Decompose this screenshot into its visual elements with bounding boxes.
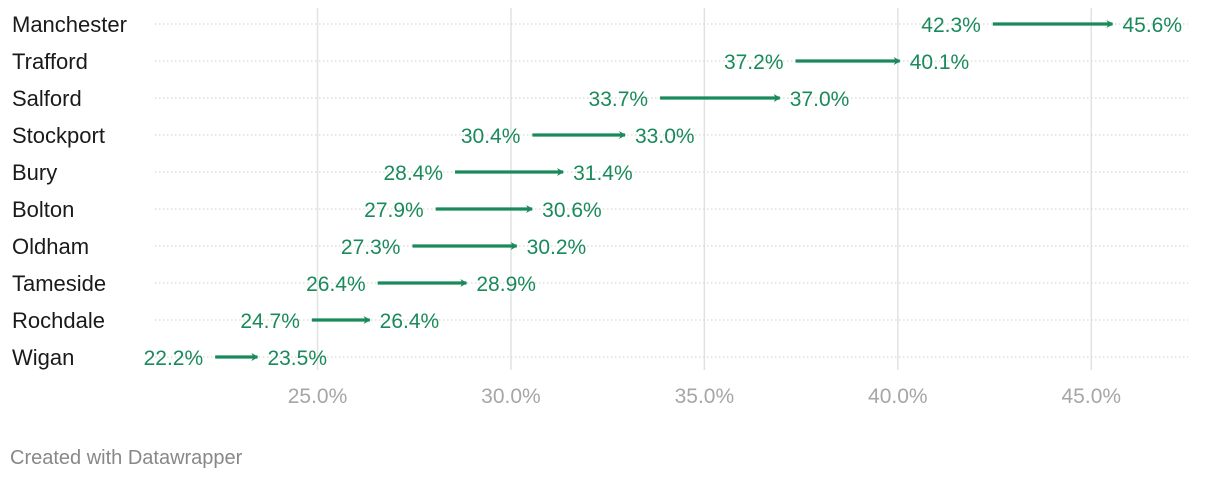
category-label: Manchester xyxy=(12,12,127,37)
end-value-label: 33.0% xyxy=(635,125,695,148)
start-value-label: 30.4% xyxy=(461,125,521,148)
category-label: Stockport xyxy=(12,123,105,148)
category-label: Tameside xyxy=(12,271,106,296)
gridlines: 25.0% 30.0% 35.0% 40.0% 45.0% xyxy=(288,8,1121,408)
category-label: Bury xyxy=(12,160,57,185)
start-value-label: 37.2% xyxy=(724,51,784,74)
start-value-label: 26.4% xyxy=(306,273,366,296)
x-tick-label: 35.0% xyxy=(675,385,735,408)
x-tick-label: 40.0% xyxy=(868,385,928,408)
category-label: Rochdale xyxy=(12,308,105,333)
category-label: Bolton xyxy=(12,197,74,222)
end-value-label: 30.6% xyxy=(542,199,602,222)
x-tick-label: 25.0% xyxy=(288,385,348,408)
end-value-label: 45.6% xyxy=(1122,14,1182,37)
x-tick-label: 45.0% xyxy=(1062,385,1122,408)
labels: Manchester 42.3% 45.6% Trafford 37.2% 40.1% Sa… xyxy=(12,12,1182,370)
category-label: Wigan xyxy=(12,345,74,370)
end-value-label: 23.5% xyxy=(267,347,327,370)
category-label: Trafford xyxy=(12,49,88,74)
start-value-label: 28.4% xyxy=(383,162,443,185)
start-value-label: 22.2% xyxy=(144,347,204,370)
category-label: Salford xyxy=(12,86,82,111)
x-tick-label: 30.0% xyxy=(481,385,541,408)
start-value-label: 42.3% xyxy=(921,14,981,37)
end-value-label: 40.1% xyxy=(910,51,970,74)
start-value-label: 27.9% xyxy=(364,199,424,222)
start-value-label: 33.7% xyxy=(589,88,649,111)
end-value-label: 28.9% xyxy=(476,273,536,296)
start-value-label: 27.3% xyxy=(341,236,401,259)
row-lines xyxy=(155,23,1188,358)
end-value-label: 30.2% xyxy=(527,236,587,259)
end-value-label: 37.0% xyxy=(790,88,850,111)
arrows xyxy=(215,20,1114,361)
end-value-label: 31.4% xyxy=(573,162,633,185)
footer-credit: Created with Datawrapper xyxy=(10,447,243,469)
start-value-label: 24.7% xyxy=(240,310,300,333)
end-value-label: 26.4% xyxy=(380,310,440,333)
category-label: Oldham xyxy=(12,234,89,259)
